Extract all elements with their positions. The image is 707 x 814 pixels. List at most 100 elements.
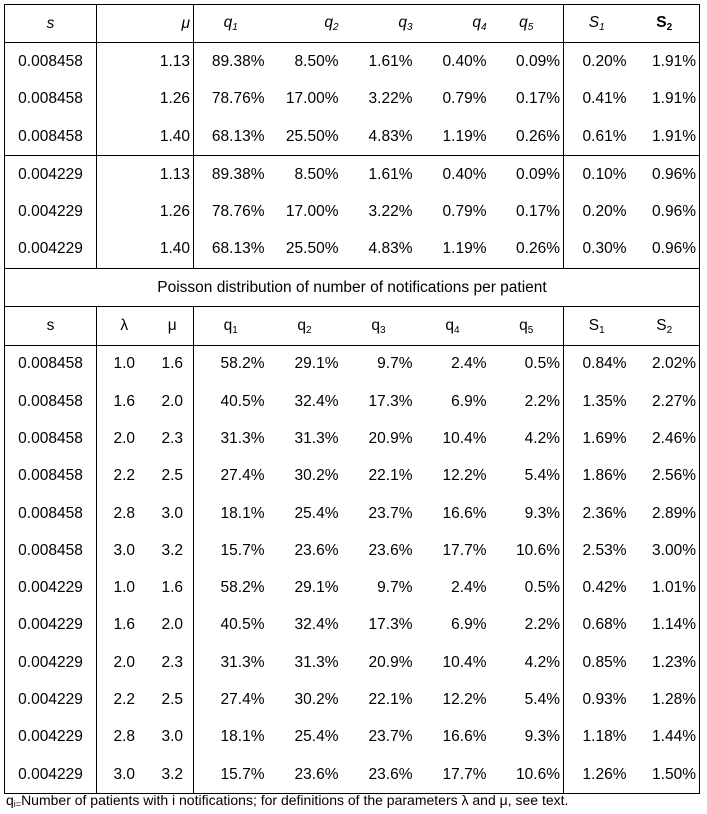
cell-q1: 78.76% — [193, 193, 268, 231]
cell-S2: 0.96% — [652, 240, 696, 258]
cell-empty — [96, 42, 152, 81]
cell-q4: 6.9% — [451, 616, 487, 634]
header-mu: μ — [167, 317, 177, 335]
table-row: 0.008458 1.0 1.6 58.2% 29.1% 9.7% 2.4% 0.5% 0.84… — [4, 344, 700, 383]
cell-mu: 3.0 — [161, 728, 184, 746]
cell-q5: 0.09% — [489, 155, 564, 194]
table-row: 0.008458 1.6 2.0 40.5% 32.4% 17.3% 6.9% 2.2% 1.3… — [5, 382, 700, 421]
cell-q4: 16.6% — [442, 504, 487, 522]
header-q5: q5 — [519, 316, 534, 336]
cell-S2: 1.44% — [652, 728, 696, 746]
cell-S1: 2.53% — [563, 532, 630, 570]
cell-s: 0.004229 — [18, 690, 83, 708]
cell-empty — [96, 230, 152, 269]
cell-mu: 2.0 — [161, 392, 184, 410]
cell-S2: 1.91% — [629, 42, 700, 81]
cell-q5: 0.17% — [516, 203, 560, 221]
cell-q4: 6.9% — [451, 392, 487, 410]
results-table: s μ q1 q2 q3 q4 q5 S1 S2 0.008458 1.13 89.… — [4, 4, 700, 795]
cell-S2: 1.14% — [652, 616, 696, 634]
cell-S2: 1.23% — [652, 653, 696, 671]
table-row: 0.008458 1.40 68.13% 25.50% 4.83% 1.19% 0.26% 0… — [5, 117, 700, 156]
cell-q4: 10.4% — [442, 429, 487, 447]
cell-q3: 4.83% — [368, 127, 413, 145]
cell-q5: 0.26% — [516, 240, 560, 258]
cell-q5: 5.4% — [524, 690, 560, 708]
cell-S1: 0.41% — [563, 80, 630, 118]
header-q3: q3 — [371, 316, 386, 336]
cell-empty — [96, 80, 152, 118]
table-row: 0.004229 2.0 2.3 31.3% 31.3% 20.9% 10.4% 4.2% 0.… — [5, 644, 700, 682]
header-s: s — [46, 317, 55, 335]
cell-q1: 58.2% — [193, 569, 268, 607]
header-q3: q3 — [398, 14, 413, 34]
cell-q5: 10.6% — [516, 541, 560, 559]
cell-lambda: 1.6 — [96, 382, 152, 421]
footnote: qi=Number of patients with i notificatio… — [6, 792, 569, 809]
cell-q1: 15.7% — [193, 532, 268, 570]
cell-q1: 18.1% — [193, 494, 268, 533]
cell-mu: 2.3 — [161, 653, 184, 671]
cell-q1: 89.38% — [193, 155, 268, 194]
cell-mu: 2.0 — [161, 616, 184, 634]
cell-q3: 1.61% — [341, 155, 416, 194]
table-row: 0.004229 1.6 2.0 40.5% 32.4% 17.3% 6.9% 2.2% 0.6… — [5, 606, 700, 645]
cell-q4: 0.40% — [415, 155, 490, 194]
cell-q4: 2.4% — [451, 579, 487, 597]
table-row: 0.008458 2.8 3.0 18.1% 25.4% 23.7% 16.6% 9.3% 2.… — [5, 494, 700, 533]
header-q2: q2 — [324, 14, 339, 34]
header-row-1: s μ q1 q2 q3 q4 q5 S1 S2 — [5, 4, 700, 43]
cell-q5: 9.3% — [524, 504, 560, 522]
cell-mu: 1.40 — [159, 127, 190, 145]
cell-empty — [96, 193, 152, 231]
table-row: 0.004229 3.0 3.2 15.7% 23.6% 23.6% 17.7% 10.6% 1… — [5, 755, 700, 794]
table-row: 0.004229 1.13 89.38% 8.50% 1.61% 0.40% 0.09% 0.… — [4, 155, 700, 194]
header-S2: S2 — [656, 316, 673, 336]
cell-mu: 1.13 — [151, 155, 194, 194]
header-s: s — [46, 14, 55, 32]
cell-q3: 23.7% — [368, 728, 413, 746]
cell-lambda: 1.0 — [96, 569, 152, 607]
cell-s: 0.004229 — [18, 653, 83, 671]
header-q1: q1 — [193, 4, 268, 43]
cell-s: 0.008458 — [18, 392, 83, 410]
header-lambda: λ — [96, 306, 152, 346]
cell-q2: 23.6% — [294, 541, 339, 559]
cell-S1: 1.35% — [563, 382, 630, 421]
table-row: 0.004229 1.26 78.76% 17.00% 3.22% 0.79% 0.17% 0… — [5, 193, 700, 231]
cell-q5: 0.26% — [516, 127, 560, 145]
cell-S1: 0.93% — [563, 681, 630, 719]
cell-lambda: 2.0 — [96, 420, 152, 458]
cell-S1: 0.61% — [563, 117, 630, 156]
cell-q1: 40.5% — [193, 382, 268, 421]
table-row: 0.004229 2.8 3.0 18.1% 25.4% 23.7% 16.6% 9.3% 1.… — [5, 718, 700, 756]
cell-q5: 4.2% — [524, 653, 560, 671]
cell-mu: 3.0 — [161, 504, 184, 522]
cell-S2: 1.28% — [652, 690, 696, 708]
header-S1: S1 — [563, 306, 630, 346]
header-q4: q4 — [445, 316, 460, 336]
table-row: 0.008458 2.0 2.3 31.3% 31.3% 20.9% 10.4% 4.2% 1.… — [5, 420, 700, 458]
header-S1: S1 — [563, 4, 630, 43]
cell-q1: 58.2% — [193, 344, 268, 383]
cell-q4: 1.19% — [442, 127, 487, 145]
cell-s: 0.008458 — [4, 42, 97, 81]
cell-S2: 0.96% — [629, 155, 700, 194]
header-q5: q5 — [519, 14, 534, 34]
cell-S2: 2.02% — [629, 344, 700, 383]
header-row-2: s λ μ q1 q2 q3 q4 q5 S1 S2 — [5, 306, 700, 346]
cell-lambda: 3.0 — [96, 755, 152, 794]
cell-q2: 17.00% — [285, 90, 339, 108]
cell-S1: 1.86% — [563, 457, 630, 495]
cell-mu: 2.5 — [161, 467, 184, 485]
cell-q1: 89.38% — [193, 42, 268, 81]
header-q4: q4 — [472, 14, 487, 34]
cell-lambda: 2.0 — [96, 644, 152, 682]
header-mu: μ — [181, 14, 191, 32]
cell-q5: 0.5% — [489, 344, 564, 383]
cell-lambda: 2.8 — [96, 494, 152, 533]
cell-mu: 3.2 — [161, 765, 184, 783]
cell-mu: 1.40 — [159, 240, 190, 258]
cell-q4: 1.19% — [442, 240, 487, 258]
cell-mu: 1.26 — [159, 203, 190, 221]
